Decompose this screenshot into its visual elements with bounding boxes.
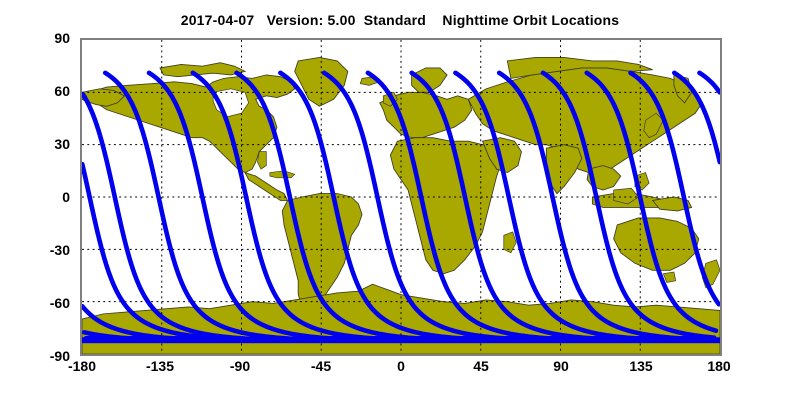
orbit-track-7 [365, 70, 651, 342]
orbit-track-3 [190, 70, 476, 342]
x-tick-label-0: 0 [397, 358, 405, 374]
land-scandinavia [411, 67, 448, 93]
x-tick-label-180: 180 [707, 358, 731, 374]
land-south-america [281, 193, 363, 310]
orbit-track-5 [278, 70, 564, 342]
x-tick-label-minus90: -90 [229, 358, 251, 374]
y-tick-label-30: 30 [54, 136, 70, 152]
page-title: 2017-04-07 Version: 5.00 Standard Nightt… [180, 12, 620, 28]
y-tick-label-minus90: -90 [49, 348, 70, 364]
y-tick-label-minus60: -60 [49, 295, 70, 311]
orbit-track-11 [540, 70, 717, 340]
world-map-svg [82, 40, 720, 354]
orbit-track-13 [628, 70, 720, 307]
x-tick-label-minus45: -45 [310, 358, 332, 374]
land-japan [643, 112, 664, 139]
land-borneo [613, 187, 639, 205]
x-tick-label-minus180: -180 [67, 358, 97, 374]
plot-area [80, 38, 722, 356]
y-tick-label-60: 60 [54, 83, 70, 99]
orbit-track-12 [584, 70, 719, 333]
land-tasmania [662, 271, 677, 283]
orbit-track-0 [82, 92, 345, 342]
orbit-track-2 [146, 70, 432, 342]
polar-convergence-band [82, 337, 720, 344]
orbit-track-0 [697, 70, 720, 95]
orbit-track-1 [102, 70, 388, 342]
land-arabia [481, 137, 522, 174]
orbit-track-9 [453, 70, 714, 342]
x-tick-label-135: 135 [629, 358, 653, 374]
y-tick-label-90: 90 [54, 30, 70, 46]
orbit-track-14 [82, 161, 320, 342]
x-tick-label-90: 90 [553, 358, 569, 374]
y-tick-label-0: 0 [62, 189, 70, 205]
orbit-track-14 [671, 70, 720, 165]
orbit-track-4 [234, 70, 520, 342]
orbit-track-6 [321, 70, 607, 342]
x-tick-label-45: 45 [473, 358, 489, 374]
orbit-track-8 [409, 70, 695, 342]
x-tick-label-minus135: -135 [145, 358, 175, 374]
land-florida [257, 151, 267, 170]
land-madagascar [503, 231, 517, 254]
land-australia [613, 217, 700, 271]
orbit-track-10 [496, 70, 713, 342]
y-tick-label-minus30: -30 [49, 242, 70, 258]
